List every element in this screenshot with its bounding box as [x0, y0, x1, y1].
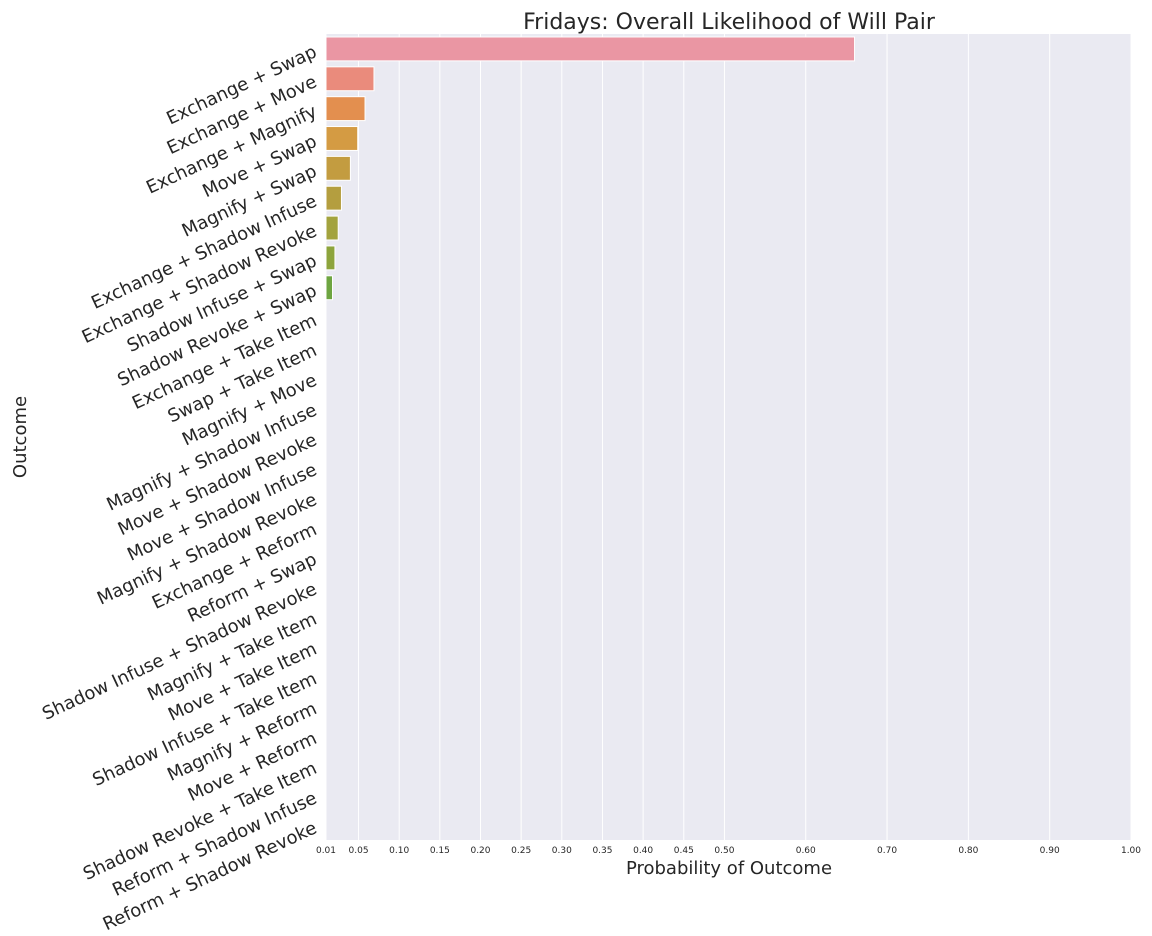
x-tick-label: 0.01 [316, 846, 336, 856]
x-tick-label: 0.40 [633, 846, 653, 856]
x-tick-label: 0.60 [796, 846, 816, 856]
x-tick-label: 0.35 [592, 846, 612, 856]
x-tick-label: 0.10 [389, 846, 409, 856]
bar [325, 215, 339, 241]
bar [325, 66, 375, 92]
chart-title: Fridays: Overall Likelihood of Will Pair [523, 10, 936, 35]
bar [325, 185, 342, 211]
gridlines [325, 34, 1132, 840]
bars [325, 36, 856, 301]
x-tick-label: 0.20 [470, 846, 490, 856]
x-tick-labels: 0.01 0.05 0.10 0.15 0.20 0.25 0.30 0.35 0.40 0.45… [316, 846, 1141, 856]
x-axis-label: Probability of Outcome [626, 858, 832, 879]
x-tick-label: 0.90 [1040, 846, 1060, 856]
bar [325, 275, 334, 301]
x-tick-label: 0.30 [552, 846, 572, 856]
x-tick-label: 0.05 [349, 846, 369, 856]
x-tick-label: 0.50 [714, 846, 734, 856]
bar [325, 126, 359, 151]
x-tick-label: 0.15 [430, 846, 450, 856]
x-tick-label: 0.80 [958, 846, 978, 856]
y-axis-label: Outcome [10, 396, 31, 478]
bar [325, 36, 856, 62]
x-tick-label: 0.70 [877, 846, 897, 856]
bar [325, 155, 351, 181]
bar [325, 96, 366, 122]
x-tick-label: 1.00 [1121, 846, 1141, 856]
x-tick-label: 0.25 [511, 846, 531, 856]
x-tick-label: 0.45 [674, 846, 694, 856]
bar [325, 245, 336, 271]
plot-background [326, 34, 1131, 840]
